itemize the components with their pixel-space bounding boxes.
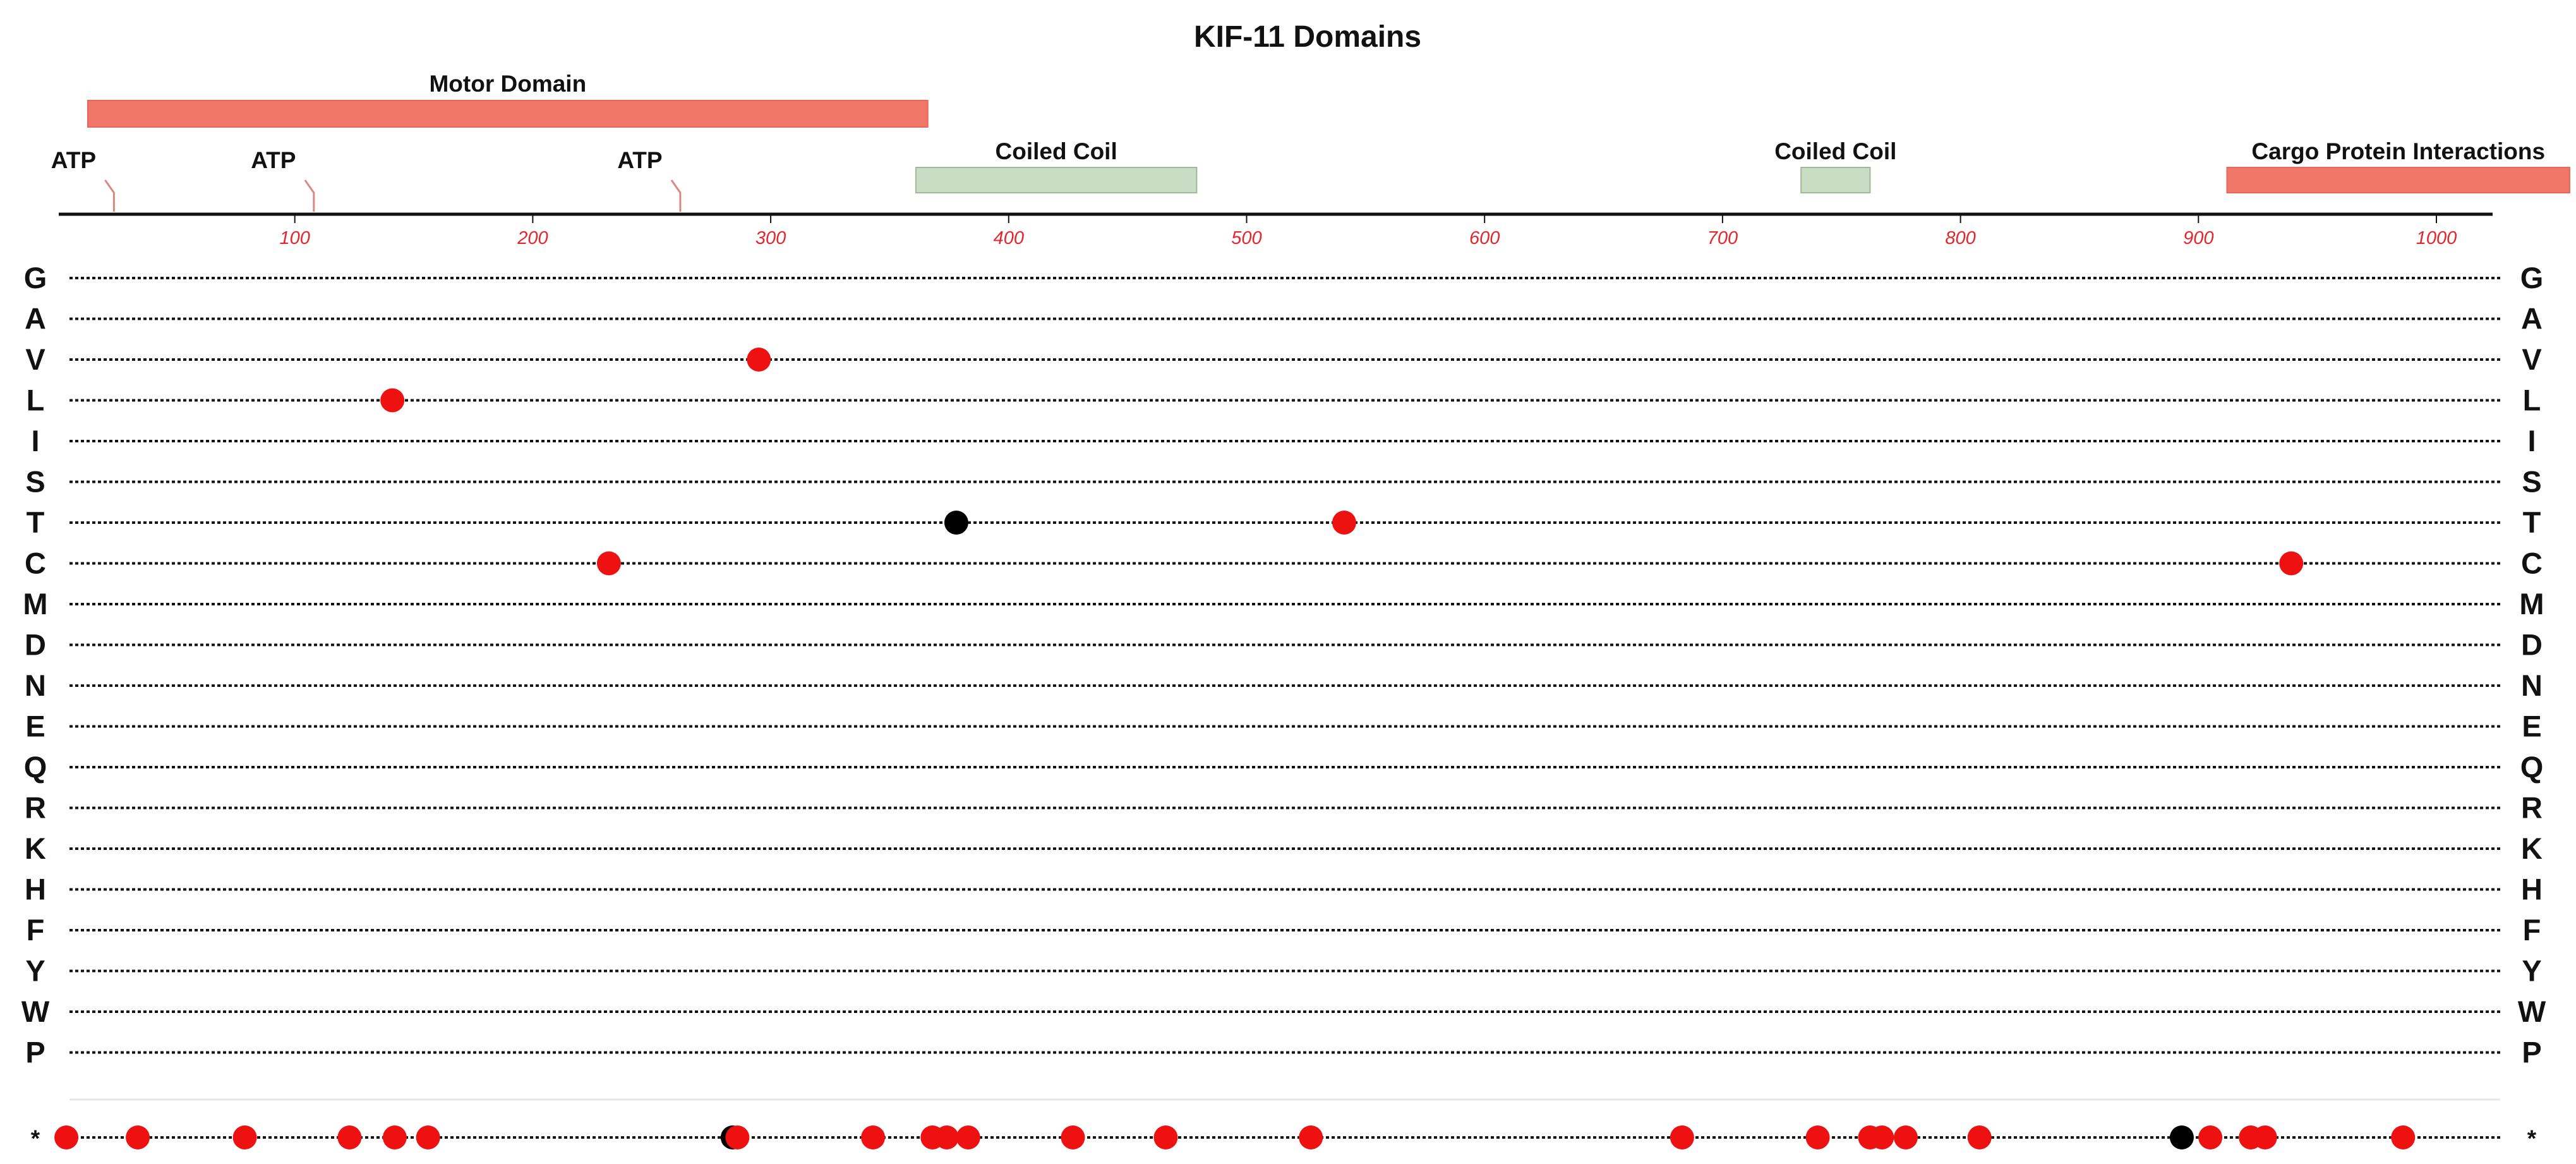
data-point-red [725, 1125, 750, 1149]
row-label-left: L [27, 384, 45, 417]
row-label-right: E [2522, 710, 2541, 743]
atp-marker [304, 179, 315, 212]
data-point-red [2198, 1125, 2223, 1149]
x-tick-label: 300 [755, 228, 786, 248]
row-label-left: Q [24, 750, 47, 784]
row-label-left: K [25, 832, 46, 865]
domain-label: Coiled Coil [996, 138, 1117, 164]
row-label-left: P [25, 1036, 45, 1069]
data-point-black [944, 511, 968, 535]
data-point-red [2279, 551, 2304, 576]
stop-row-label-right: * [2527, 1125, 2537, 1151]
domain-label: Coiled Coil [1774, 138, 1896, 164]
row-label-right: P [2522, 1036, 2541, 1069]
data-point-red [1967, 1125, 1992, 1149]
x-tick-label: 800 [1945, 228, 1975, 248]
row-label-right: M [2519, 587, 2544, 621]
row-label-left: S [25, 465, 45, 499]
row-label-left: N [25, 669, 46, 702]
data-point-red [1153, 1125, 1178, 1149]
data-point-red [861, 1125, 886, 1149]
data-point-red [2253, 1125, 2277, 1149]
row-label-left: E [25, 710, 45, 743]
row-label-left: I [31, 424, 39, 458]
row-label-right: D [2521, 628, 2543, 662]
row-label-right: L [2523, 384, 2541, 417]
data-point-red [337, 1125, 362, 1149]
data-point-red [1893, 1125, 1918, 1149]
domain-label: Cargo Protein Interactions [2251, 138, 2545, 164]
data-point-red [747, 348, 771, 372]
x-tick-label: 1000 [2416, 228, 2457, 248]
row-label-right: H [2521, 873, 2543, 906]
x-tick-label: 400 [994, 228, 1024, 248]
data-point-red [382, 1125, 407, 1149]
domain-bar [87, 100, 929, 128]
row-label-left: H [25, 873, 46, 906]
row-label-right: A [2521, 302, 2543, 336]
data-point-red [1061, 1125, 1085, 1149]
domain-bar [915, 167, 1198, 193]
chart-title: KIF-11 Domains [1194, 20, 1421, 54]
x-tick-label: 900 [2183, 228, 2213, 248]
row-label-left: D [25, 628, 46, 662]
row-label-right: Y [2522, 954, 2541, 988]
row-label-left: A [25, 302, 46, 336]
row-label-right: W [2518, 995, 2546, 1028]
row-label-left: R [25, 791, 46, 825]
domain-label: Motor Domain [429, 71, 586, 97]
data-point-red [1332, 511, 1356, 535]
atp-label: ATP [617, 147, 662, 173]
data-point-red [596, 551, 621, 576]
atp-label: ATP [251, 147, 296, 173]
atp-label: ATP [51, 147, 96, 173]
data-point-red [126, 1125, 150, 1149]
row-label-right: G [2520, 261, 2544, 294]
data-point-red [1670, 1125, 1694, 1149]
x-tick-label: 700 [1707, 228, 1738, 248]
row-label-right: T [2523, 506, 2541, 539]
data-point-black [2169, 1125, 2194, 1149]
row-label-right: R [2521, 791, 2543, 825]
atp-marker [670, 179, 682, 212]
row-label-left: Y [25, 954, 45, 988]
x-tick-label: 600 [1469, 228, 1500, 248]
x-tick-label: 200 [517, 228, 548, 248]
data-point-red [1870, 1125, 1894, 1149]
row-label-right: F [2523, 913, 2541, 947]
row-label-right: K [2521, 832, 2543, 865]
data-point-red [232, 1125, 257, 1149]
stop-row-label-left: * [31, 1125, 40, 1151]
data-point-red [934, 1125, 959, 1149]
row-label-left: F [27, 913, 45, 947]
row-label-right: N [2521, 669, 2543, 702]
row-label-right: C [2521, 547, 2543, 580]
domain-bar [1800, 167, 1871, 193]
row-label-right: Q [2520, 750, 2544, 784]
row-label-right: V [2522, 343, 2542, 376]
row-label-right: I [2527, 424, 2536, 458]
row-label-left: G [24, 261, 47, 294]
row-label-left: T [27, 506, 45, 539]
row-label-left: C [25, 547, 46, 580]
data-point-red [956, 1125, 980, 1149]
data-point-red [1805, 1125, 1830, 1149]
x-tick-label: 500 [1231, 228, 1261, 248]
x-tick-label: 100 [280, 228, 310, 248]
domain-bar [2226, 167, 2570, 193]
data-point-red [416, 1125, 440, 1149]
row-label-left: W [21, 995, 50, 1028]
data-point-red [1299, 1125, 1323, 1149]
row-label-left: M [23, 587, 47, 621]
data-point-red [2391, 1125, 2416, 1149]
data-point-red [54, 1125, 79, 1149]
row-label-left: V [25, 343, 45, 376]
row-label-right: S [2522, 465, 2541, 499]
data-point-red [380, 388, 405, 413]
atp-marker [104, 179, 115, 212]
